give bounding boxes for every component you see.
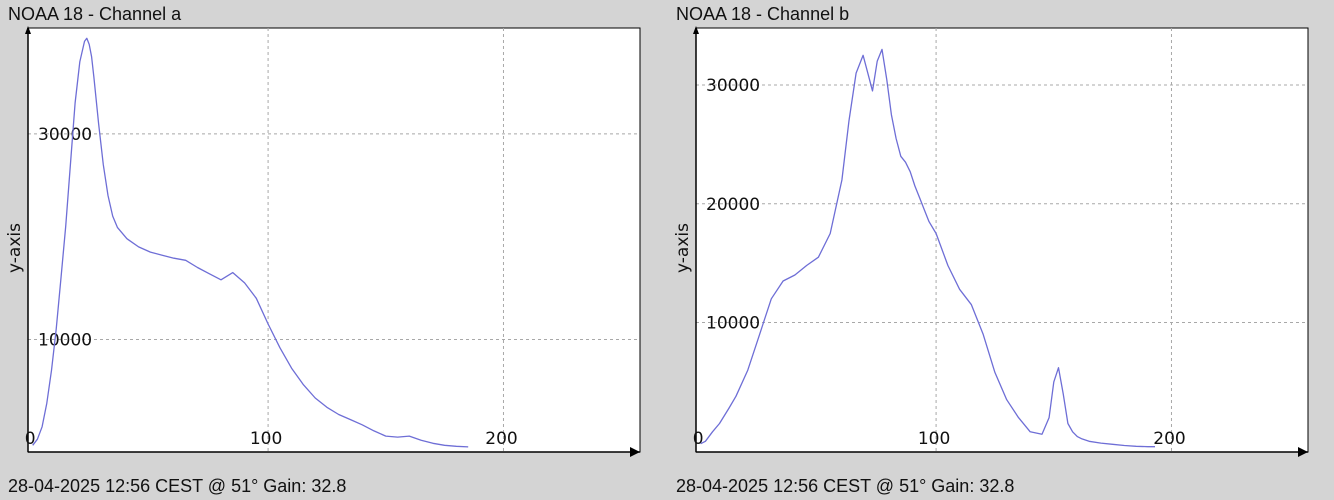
- plot-area: [695, 27, 1309, 453]
- x-tick-label: 200: [485, 429, 517, 449]
- y-axis-label: y-axis: [673, 223, 693, 273]
- y-tick-label: 30000: [38, 125, 92, 145]
- y-tick-label: 20000: [706, 195, 760, 215]
- x-axis-arrowhead: [630, 447, 640, 457]
- x-tick-label: 0: [693, 429, 704, 449]
- plot-area: [27, 27, 641, 453]
- capture-info: 28-04-2025 12:56 CEST @ 51° Gain: 32.8: [676, 476, 1015, 496]
- x-tick-label: 200: [1153, 429, 1185, 449]
- y-tick-label: 30000: [706, 76, 760, 96]
- y-axis-label: y-axis: [5, 223, 25, 273]
- line-chart-a: 0 100 200 10000 30000 y-axis: [5, 26, 641, 457]
- x-tick-label: 100: [250, 429, 282, 449]
- y-axis-arrowhead: [25, 26, 31, 34]
- series-line: [700, 48, 1155, 448]
- chart-panel-a: NOAA 18 - Channel a 0 100 200 10000 30000 y-a…: [0, 0, 660, 500]
- line-chart-b: 0 100 200 10000 20000 30000 y-axis: [673, 26, 1309, 457]
- y-tick-label: 10000: [38, 330, 92, 350]
- chart-panel-b: NOAA 18 - Channel b 0 100 200 10000 20000 300…: [668, 0, 1328, 500]
- x-tick-label: 100: [918, 429, 950, 449]
- series-line: [32, 37, 469, 448]
- chart-title: NOAA 18 - Channel a: [8, 4, 182, 24]
- x-axis-arrowhead: [1298, 447, 1308, 457]
- x-tick-label: 0: [25, 429, 36, 449]
- y-axis-arrowhead: [693, 26, 699, 34]
- capture-info: 28-04-2025 12:56 CEST @ 51° Gain: 32.8: [8, 476, 347, 496]
- chart-title: NOAA 18 - Channel b: [676, 4, 850, 24]
- y-tick-label: 10000: [706, 314, 760, 334]
